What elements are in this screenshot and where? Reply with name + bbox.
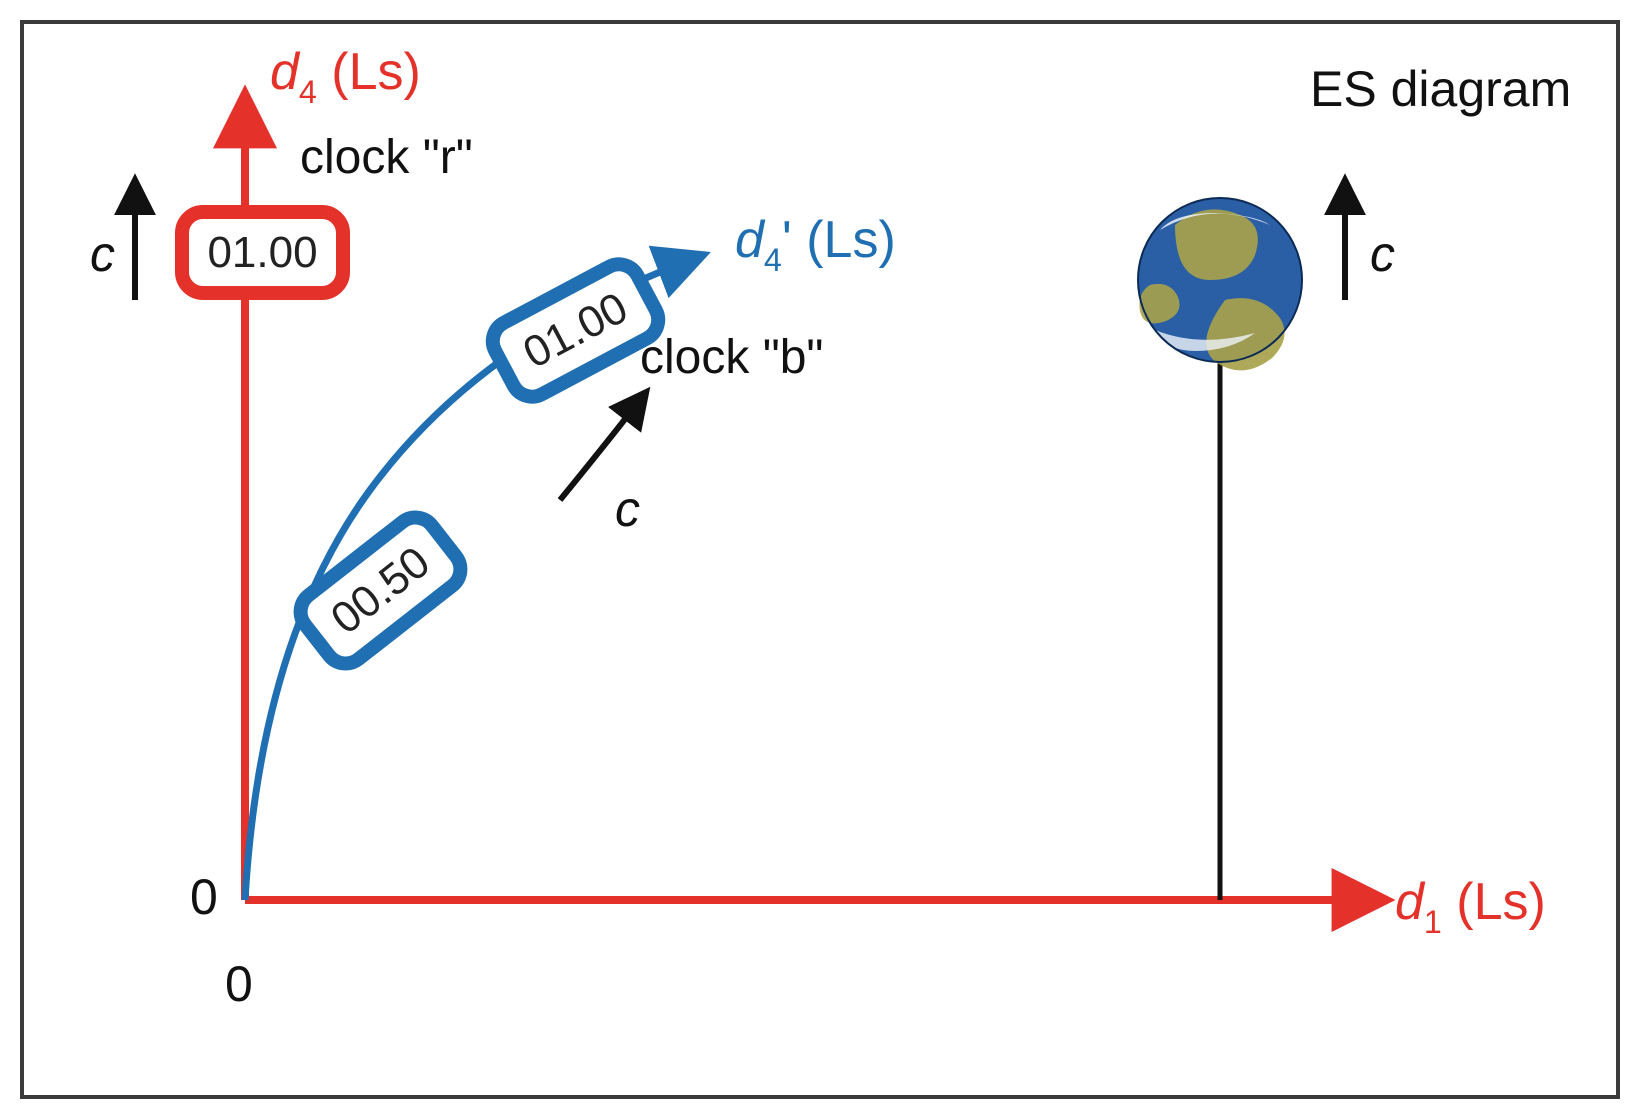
earth-icon [1138,198,1302,370]
zero-x: 0 [225,955,253,1013]
clock-r: 01.00 [175,205,350,300]
c-label-right: c [1370,225,1395,283]
c-label-left: c [90,225,115,283]
c-label-curve: c [615,480,640,538]
blue-axis-label: d4' (Ls) [735,210,896,276]
zero-y: 0 [190,868,218,926]
diagram-svg [0,0,1640,1119]
clock-r-value: 01.00 [207,228,317,278]
clock-b-label: clock "b" [640,330,823,385]
diagram-title: ES diagram [1310,60,1571,118]
y-axis-label: d4 (Ls) [270,42,421,108]
clock-r-label: clock "r" [300,130,473,185]
x-axis-label: d1 (Ls) [1395,872,1546,938]
